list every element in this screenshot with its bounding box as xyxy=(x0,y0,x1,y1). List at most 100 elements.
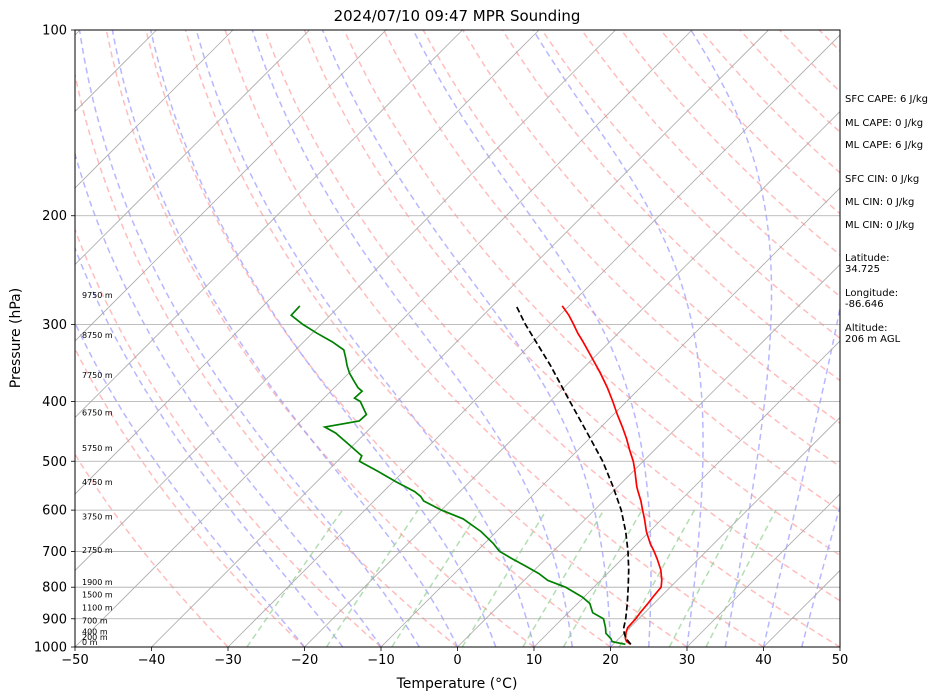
dry-adiabat xyxy=(343,30,840,557)
y-tick-label: 400 xyxy=(42,395,67,410)
temperature-line xyxy=(561,305,663,646)
x-tick-label: 40 xyxy=(755,653,772,668)
mixing-ratio-line xyxy=(562,509,643,647)
isotherm xyxy=(75,30,387,342)
x-tick-label: −50 xyxy=(61,653,88,668)
dry-adiabat xyxy=(580,30,840,298)
info-annotation: Longitude: -86.646 xyxy=(845,288,898,310)
x-tick-label: −30 xyxy=(214,653,241,668)
mixing-ratio-line xyxy=(668,509,743,647)
profile-series xyxy=(289,305,663,646)
info-annotation: ML CIN: 0 J/kg xyxy=(845,197,914,208)
moist-adiabat xyxy=(75,151,382,647)
dry-adiabat xyxy=(75,347,306,647)
y-axis-label: Pressure (hPa) xyxy=(8,288,24,388)
height-label: 700 m xyxy=(82,617,108,626)
dry-adiabat xyxy=(264,30,840,647)
mixing-ratio-line xyxy=(246,509,344,647)
moist-adiabat xyxy=(195,30,535,647)
isotherm xyxy=(457,263,840,647)
dry-adiabat xyxy=(145,30,611,647)
isotherm xyxy=(686,493,840,647)
chart-title: 2024/07/10 09:47 MPR Sounding xyxy=(334,7,581,25)
isotherm xyxy=(610,416,840,647)
dewpoint-line xyxy=(289,305,626,646)
x-tick-label: 30 xyxy=(679,653,696,668)
background-lines xyxy=(0,30,840,647)
info-annotation: Altitude: 206 m AGL xyxy=(845,323,901,345)
x-tick-label: −20 xyxy=(291,653,318,668)
x-tick-label: 20 xyxy=(602,653,619,668)
info-annotation: SFC CAPE: 6 J/kg xyxy=(845,94,928,105)
height-label: 200 m xyxy=(82,633,108,642)
moist-adiabat xyxy=(762,303,840,647)
moist-adiabat xyxy=(321,30,612,647)
y-tick-label: 700 xyxy=(42,545,67,560)
height-label: 6750 m xyxy=(82,409,113,418)
height-label: 2750 m xyxy=(82,546,113,555)
height-label: 0 m xyxy=(82,638,98,647)
x-tick-label: 50 xyxy=(832,653,849,668)
y-tick-label: 1000 xyxy=(34,641,67,656)
moist-adiabat xyxy=(75,246,344,647)
x-tick-label: 10 xyxy=(526,653,543,668)
dry-adiabat xyxy=(382,30,840,512)
info-annotation: Latitude: 34.725 xyxy=(845,253,890,275)
isotherm xyxy=(151,30,769,647)
x-tick-label: −40 xyxy=(138,653,165,668)
parcel-line xyxy=(515,305,632,645)
height-label: 5750 m xyxy=(82,444,113,453)
info-annotation: ML CIN: 0 J/kg xyxy=(845,220,914,231)
x-axis-label: Temperature (°C) xyxy=(396,676,518,692)
dry-adiabat xyxy=(224,30,764,647)
y-tick-label: 600 xyxy=(42,504,67,519)
isotherm xyxy=(75,30,693,647)
height-label: 400 m xyxy=(82,628,108,637)
moist-adiabat xyxy=(412,30,652,647)
height-label: 1900 m xyxy=(82,578,113,587)
y-tick-label: 500 xyxy=(42,455,67,470)
isotherm xyxy=(75,30,540,495)
dry-adiabat xyxy=(75,227,382,647)
axes: −50 −40 −30 −20 −10 0 10 20 30 40 50 1000 900 800 700 6… xyxy=(34,24,848,669)
height-label: 1500 m xyxy=(82,591,113,600)
sounding-info: SFC CAPE: 6 J/kg ML CAPE: 0 J/kg ML CAPE: … xyxy=(845,94,928,345)
isotherm xyxy=(0,30,4,647)
mixing-ratio-line xyxy=(522,509,605,647)
info-annotation: SFC CIN: 0 J/kg xyxy=(845,174,919,185)
moist-adiabat xyxy=(251,30,574,647)
y-tick-label: 800 xyxy=(42,581,67,596)
isotherm xyxy=(227,34,840,647)
moist-adiabat xyxy=(78,30,420,647)
info-annotation: ML CAPE: 6 J/kg xyxy=(845,140,923,151)
pressure-gridlines xyxy=(75,29,840,648)
dry-adiabat xyxy=(75,71,458,647)
moist-adiabat xyxy=(532,30,704,647)
isotherm xyxy=(75,30,616,572)
moist-adiabat xyxy=(149,30,497,647)
isotherm xyxy=(75,30,463,419)
height-label: 9750 m xyxy=(82,291,113,300)
isotherm xyxy=(75,30,234,189)
plot-frame xyxy=(74,29,841,648)
x-tick-label: −10 xyxy=(367,653,394,668)
moist-adiabat xyxy=(690,30,773,647)
isotherm xyxy=(380,187,840,647)
isotherm xyxy=(304,110,840,647)
height-label: 7750 m xyxy=(82,371,113,380)
isotherm xyxy=(533,340,840,647)
height-label: 3750 m xyxy=(82,512,113,521)
height-label: 1100 m xyxy=(82,604,113,613)
info-annotation: ML CAPE: 0 J/kg xyxy=(845,118,923,129)
dry-adiabat xyxy=(75,452,229,647)
mixing-ratio-line xyxy=(705,509,777,647)
x-tick-label: 0 xyxy=(453,653,461,668)
moist-adiabat xyxy=(801,503,840,647)
mixing-ratio-line xyxy=(461,509,548,647)
dry-adiabat xyxy=(184,30,688,647)
y-tick-label: 200 xyxy=(42,209,67,224)
y-tick-label: 300 xyxy=(42,318,67,333)
height-label: 4750 m xyxy=(82,478,113,487)
